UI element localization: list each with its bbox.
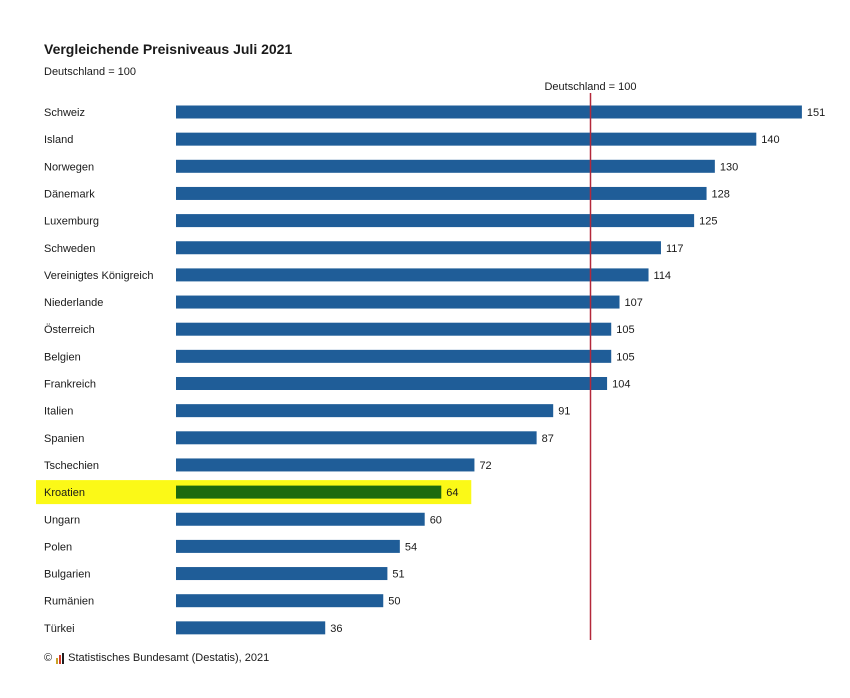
value-label: 54 bbox=[405, 541, 417, 553]
value-label: 50 bbox=[388, 596, 400, 608]
bar bbox=[176, 268, 649, 282]
value-label: 107 bbox=[625, 297, 643, 309]
bar bbox=[176, 377, 608, 390]
category-label: Österreich bbox=[44, 324, 95, 336]
category-label: Norwegen bbox=[44, 161, 94, 173]
value-label: 117 bbox=[666, 243, 684, 255]
category-label: Polen bbox=[44, 541, 72, 553]
value-label: 72 bbox=[479, 460, 491, 472]
category-label: Dänemark bbox=[44, 188, 95, 200]
source-text: Statistisches Bundesamt (Destatis), 2021 bbox=[68, 652, 270, 664]
category-label: Vereinigtes Königreich bbox=[44, 270, 153, 282]
category-label: Spanien bbox=[44, 433, 84, 445]
value-label: 114 bbox=[654, 270, 672, 282]
bar bbox=[176, 295, 620, 309]
bar bbox=[176, 485, 442, 499]
bar bbox=[176, 431, 537, 445]
category-label: Ungarn bbox=[44, 514, 80, 526]
category-label: Island bbox=[44, 134, 73, 146]
value-label: 64 bbox=[446, 487, 458, 499]
category-label: Niederlande bbox=[44, 297, 103, 309]
category-label: Belgien bbox=[44, 351, 81, 363]
bar bbox=[176, 567, 388, 581]
category-label: Kroatien bbox=[44, 487, 85, 499]
value-label: 104 bbox=[612, 379, 630, 391]
bar bbox=[176, 186, 707, 200]
value-label: 125 bbox=[699, 216, 717, 228]
category-label: Schweiz bbox=[44, 107, 85, 119]
value-label: 128 bbox=[712, 188, 730, 200]
value-label: 140 bbox=[761, 134, 779, 146]
chart-subtitle: Deutschland = 100 bbox=[44, 66, 137, 78]
source-footer: © Statistisches Bundesamt (Destatis), 20… bbox=[44, 652, 269, 664]
value-label: 105 bbox=[616, 351, 634, 363]
bar bbox=[176, 132, 757, 146]
bar bbox=[176, 404, 554, 418]
bar bbox=[176, 214, 695, 228]
bar bbox=[176, 539, 400, 553]
bar bbox=[176, 105, 802, 119]
bar bbox=[176, 458, 475, 472]
category-label: Frankreich bbox=[44, 379, 96, 391]
category-label: Luxemburg bbox=[44, 216, 99, 228]
value-label: 51 bbox=[392, 569, 404, 581]
bar bbox=[176, 512, 425, 526]
chart-title: Vergleichende Preisniveaus Juli 2021 bbox=[44, 41, 293, 57]
reference-line-label: Deutschland = 100 bbox=[544, 81, 636, 93]
copyright-symbol: © bbox=[44, 652, 53, 664]
category-label: Schweden bbox=[44, 243, 95, 255]
value-label: 60 bbox=[430, 514, 442, 526]
bar bbox=[176, 349, 612, 363]
category-label: Italien bbox=[44, 406, 73, 418]
category-label: Bulgarien bbox=[44, 569, 90, 581]
bar bbox=[176, 159, 715, 173]
value-label: 105 bbox=[616, 324, 634, 336]
category-label: Türkei bbox=[44, 623, 75, 635]
bar bbox=[176, 594, 384, 608]
category-label: Rumänien bbox=[44, 596, 94, 608]
value-label: 87 bbox=[542, 433, 554, 445]
destatis-logo-icon bbox=[56, 652, 65, 664]
value-label: 151 bbox=[807, 107, 825, 119]
bar bbox=[176, 241, 661, 255]
value-label: 91 bbox=[558, 406, 570, 418]
bar bbox=[176, 621, 326, 635]
bar bbox=[176, 322, 612, 336]
value-label: 130 bbox=[720, 161, 738, 173]
category-label: Tschechien bbox=[44, 460, 99, 472]
value-label: 36 bbox=[330, 623, 342, 635]
